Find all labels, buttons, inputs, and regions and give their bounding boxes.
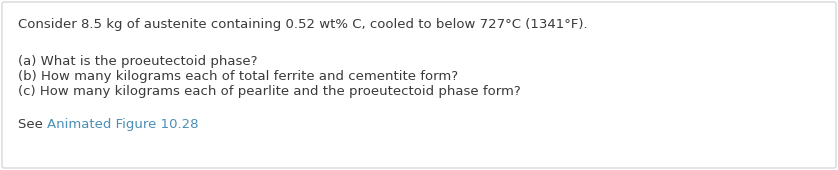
Text: See: See bbox=[18, 118, 47, 131]
FancyBboxPatch shape bbox=[2, 2, 836, 168]
Text: Animated Figure 10.28: Animated Figure 10.28 bbox=[47, 118, 199, 131]
Text: (b) How many kilograms each of total ferrite and cementite form?: (b) How many kilograms each of total fer… bbox=[18, 70, 458, 83]
Text: (c) How many kilograms each of pearlite and the proeutectoid phase form?: (c) How many kilograms each of pearlite … bbox=[18, 85, 520, 98]
Text: Consider 8.5 kg of austenite containing 0.52 wt% C, cooled to below 727°C (1341°: Consider 8.5 kg of austenite containing … bbox=[18, 18, 587, 31]
Text: (a) What is the proeutectoid phase?: (a) What is the proeutectoid phase? bbox=[18, 55, 257, 68]
